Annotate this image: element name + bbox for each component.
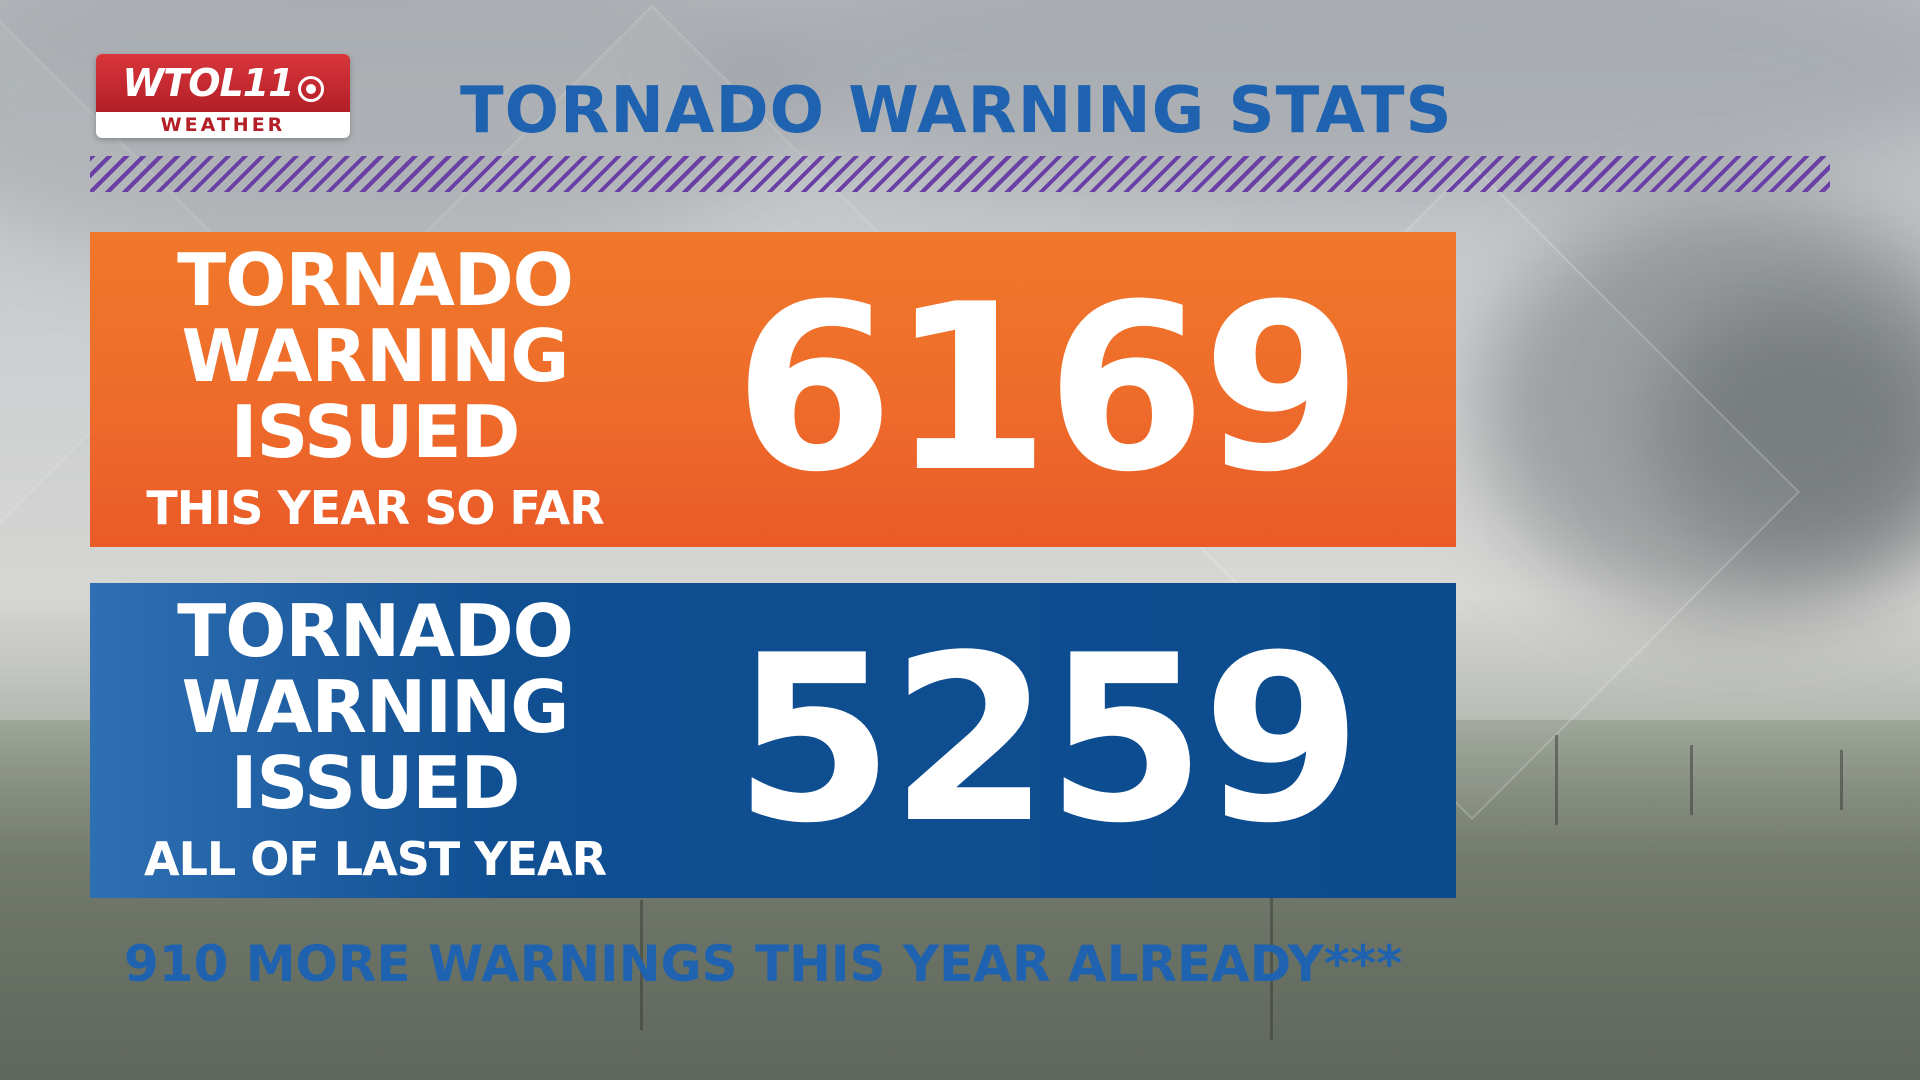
fence-post [1270, 890, 1273, 1040]
fence-post [640, 900, 643, 1030]
stat-panel-last-year: TORNADO WARNING ISSUED ALL OF LAST YEAR … [90, 583, 1456, 898]
stat-label-line: WARNING [181, 313, 570, 398]
station-logo: WTOL11 WEATHER [96, 54, 350, 138]
hatched-divider [90, 156, 1830, 192]
logo-name: WTOL11 [122, 61, 294, 105]
fence-post [1555, 735, 1558, 825]
page-title: TORNADO WARNING STATS [460, 74, 1453, 148]
stat-label-line: TORNADO [177, 237, 574, 322]
network-eye-icon [297, 76, 324, 102]
footer-note: 910 MORE WARNINGS THIS YEAR ALREADY*** [124, 935, 1403, 993]
logo-banner: WTOL11 [96, 54, 350, 112]
stat-period: ALL OF LAST YEAR [144, 831, 607, 886]
stat-label: TORNADO WARNING ISSUED THIS YEAR SO FAR [90, 232, 660, 547]
stat-value: 5259 [733, 607, 1362, 874]
stat-label-line: TORNADO [177, 588, 574, 673]
stat-value: 6169 [733, 256, 1362, 523]
fence-post [1840, 750, 1843, 810]
stat-period: THIS YEAR SO FAR [146, 480, 604, 535]
stat-label-line: ISSUED [230, 740, 521, 825]
logo-subtitle: WEATHER [160, 114, 286, 136]
stat-label: TORNADO WARNING ISSUED ALL OF LAST YEAR [90, 583, 660, 898]
stat-label-line: ISSUED [230, 389, 521, 474]
stat-panel-this-year: TORNADO WARNING ISSUED THIS YEAR SO FAR … [90, 232, 1456, 547]
storm-cloud [1650, 300, 1920, 560]
stat-label-line: WARNING [181, 664, 570, 749]
fence-post [1690, 745, 1693, 815]
